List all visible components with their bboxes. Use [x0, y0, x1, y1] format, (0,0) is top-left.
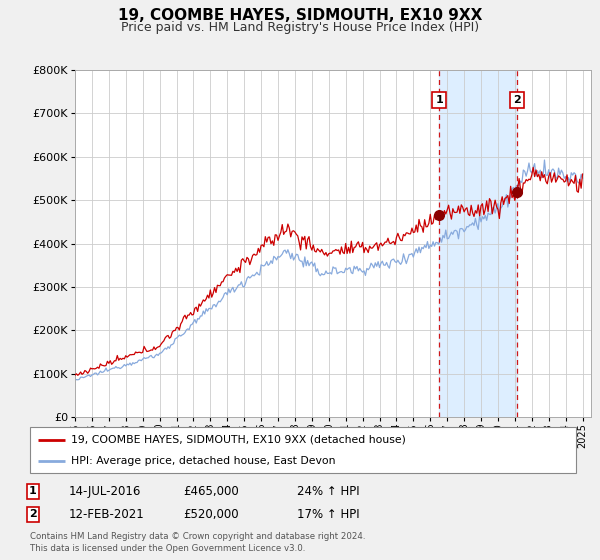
- Text: 17% ↑ HPI: 17% ↑ HPI: [297, 507, 359, 521]
- Text: £520,000: £520,000: [183, 507, 239, 521]
- Text: 19, COOMBE HAYES, SIDMOUTH, EX10 9XX: 19, COOMBE HAYES, SIDMOUTH, EX10 9XX: [118, 8, 482, 24]
- Text: Contains HM Land Registry data © Crown copyright and database right 2024.
This d: Contains HM Land Registry data © Crown c…: [30, 533, 365, 553]
- Text: HPI: Average price, detached house, East Devon: HPI: Average price, detached house, East…: [71, 456, 335, 466]
- Text: 2: 2: [29, 509, 37, 519]
- Text: 24% ↑ HPI: 24% ↑ HPI: [297, 484, 359, 498]
- Bar: [439, 70, 517, 417]
- Text: 14-JUL-2016: 14-JUL-2016: [69, 484, 142, 498]
- Text: 12-FEB-2021: 12-FEB-2021: [69, 507, 145, 521]
- Text: 1: 1: [29, 486, 37, 496]
- Text: 1: 1: [436, 95, 443, 105]
- Text: Price paid vs. HM Land Registry's House Price Index (HPI): Price paid vs. HM Land Registry's House …: [121, 21, 479, 34]
- Text: 2: 2: [513, 95, 521, 105]
- Text: £465,000: £465,000: [183, 484, 239, 498]
- Text: 19, COOMBE HAYES, SIDMOUTH, EX10 9XX (detached house): 19, COOMBE HAYES, SIDMOUTH, EX10 9XX (de…: [71, 435, 406, 445]
